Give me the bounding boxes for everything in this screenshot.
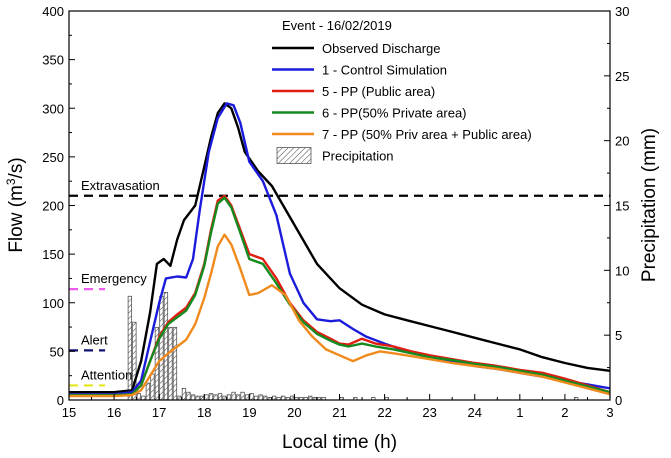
threshold-label-attention: Attention — [81, 367, 132, 382]
x-axis-ticks: 15 16 17 18 19 20 21 22 23 24 1 2 3 — [62, 394, 614, 420]
series-line-observed-discharge — [69, 102, 610, 394]
y-left-tick-label: 150 — [42, 247, 64, 262]
series-line-5-pp-public-area — [69, 194, 610, 397]
precipitation-bar — [208, 393, 214, 400]
precipitation-bar — [303, 397, 308, 400]
threshold-lines: Extravasation Emergency Alert Attention — [69, 178, 610, 387]
precipitation-bar — [168, 326, 173, 400]
x-axis-title: Local time (h) — [282, 432, 397, 453]
precipitation-bar — [321, 397, 326, 400]
x-tick-label: 21 — [332, 405, 346, 420]
y-right-tick-label: 5 — [615, 328, 622, 343]
precipitation-bar — [371, 397, 376, 400]
legend-label-5-pp-public-area: 5 - PP (Public area) — [322, 84, 435, 99]
y-left-tick-label: 300 — [42, 101, 64, 116]
precipitation-bar — [235, 394, 241, 400]
precipitation-bar — [204, 394, 209, 400]
threshold-label-alert: Alert — [81, 332, 108, 347]
y-left-axis-title: Flow (m3/s) — [4, 157, 27, 252]
y-left-axis-title-sup: 3 — [4, 178, 18, 185]
y-left-tick-label: 250 — [42, 150, 64, 165]
legend-label-7-pp-50-priv-area-public-area: 7 - PP (50% Priv area + Public area) — [322, 127, 532, 142]
y-left-axis-ticks: 0 50 100 150 200 250 300 350 400 — [42, 4, 75, 408]
y-left-tick-label: 100 — [42, 296, 64, 311]
y-right-tick-label: 0 — [615, 393, 622, 408]
series-line-1-control-simulation — [69, 102, 610, 396]
x-tick-label: 16 — [107, 405, 121, 420]
x-tick-label: 2 — [561, 405, 568, 420]
legend: Event - 16/02/2019 Observed Discharge 1 -… — [272, 18, 532, 164]
y-left-tick-label: 200 — [42, 199, 64, 214]
series-line-7-pp-50-priv-area-public-area — [69, 233, 610, 398]
x-tick-label: 24 — [468, 405, 482, 420]
x-tick-label: 1 — [516, 405, 523, 420]
series-lines — [69, 102, 610, 398]
x-tick-label: 19 — [242, 405, 256, 420]
precipitation-bar — [150, 373, 155, 400]
x-tick-label: 23 — [422, 405, 436, 420]
y-right-tick-label: 30 — [615, 4, 629, 19]
precipitation-bar — [172, 326, 178, 400]
precipitation-bars — [127, 291, 579, 400]
y-right-tick-label: 15 — [615, 199, 629, 214]
precipitation-bar — [276, 397, 281, 400]
precipitation-bar — [145, 382, 151, 400]
y-right-axis-ticks: 0 5 10 15 20 25 30 — [604, 4, 629, 408]
x-tick-label: 18 — [197, 405, 211, 420]
y-left-tick-label: 50 — [50, 344, 64, 359]
legend-label-observed-discharge: Observed Discharge — [322, 41, 441, 56]
y-right-tick-label: 10 — [615, 263, 629, 278]
x-tick-label: 15 — [62, 405, 76, 420]
threshold-label-extravasation: Extravasation — [81, 178, 160, 193]
precipitation-bar — [186, 391, 191, 400]
y-right-tick-label: 25 — [615, 69, 629, 84]
legend-swatch-precipitation — [276, 147, 312, 164]
precipitation-bar — [240, 391, 245, 400]
y-left-tick-label: 0 — [57, 393, 64, 408]
precipitation-bar — [181, 387, 187, 400]
precipitation-bar — [190, 394, 196, 400]
legend-label-6-pp-50-private-area: 6 - PP(50% Private area) — [322, 106, 467, 121]
precipitation-bar — [249, 393, 254, 400]
precipitation-bar — [136, 393, 142, 400]
precipitation-bar — [353, 397, 358, 400]
x-tick-label: 17 — [152, 405, 166, 420]
precipitation-bar — [163, 291, 169, 400]
y-left-tick-label: 350 — [42, 53, 64, 68]
precipitation-bar — [159, 295, 164, 400]
precipitation-bar — [132, 321, 137, 400]
y-right-axis-title: Precipitation (mm) — [639, 128, 660, 282]
y-right-tick-label: 20 — [615, 134, 629, 149]
precipitation-bar — [258, 394, 263, 400]
y-left-tick-label: 400 — [42, 4, 64, 19]
precipitation-bar — [217, 393, 223, 400]
threshold-label-emergency: Emergency — [81, 271, 147, 286]
series-line-6-pp-50-private-area — [69, 196, 610, 397]
legend-label-precipitation: Precipitation — [322, 149, 394, 164]
precipitation-bar — [574, 397, 579, 400]
precipitation-bar — [244, 394, 250, 400]
chart-title: Event - 16/02/2019 — [282, 18, 392, 33]
precipitation-bar — [285, 397, 290, 400]
precipitation-bar — [299, 397, 304, 400]
precipitation-bar — [127, 295, 133, 400]
x-tick-label: 3 — [606, 405, 613, 420]
precipitation-bar — [226, 394, 232, 400]
precipitation-bar — [231, 391, 236, 400]
x-tick-label: 22 — [377, 405, 391, 420]
legend-label-1-control-simulation: 1 - Control Simulation — [322, 63, 447, 78]
x-tick-label: 20 — [287, 405, 301, 420]
precipitation-bar — [213, 394, 218, 400]
